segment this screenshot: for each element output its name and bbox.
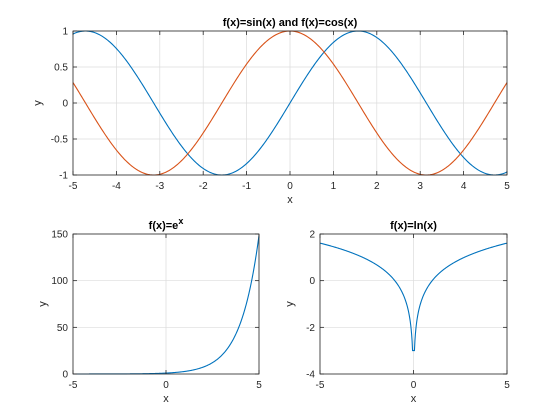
y-tick-label: 0.5 (54, 63, 68, 74)
y-axis-label: y (32, 100, 44, 106)
x-tick-label: -2 (199, 181, 208, 192)
x-tick-label: 5 (256, 380, 262, 391)
y-tick-label: 1 (62, 27, 68, 38)
x-tick-label: -5 (69, 380, 78, 391)
x-tick-label: -1 (242, 181, 251, 192)
y-tick-label: 0 (62, 99, 68, 110)
subplot-3: -5 0 5 -4 -2 0 2 x y f(x)=ln(x) (284, 220, 510, 405)
y-tick-label: 0 (309, 276, 315, 287)
x-tick-label: -3 (155, 181, 164, 192)
series-line-sinx (72, 30, 508, 176)
y-tick-label: 0 (62, 370, 68, 381)
x-tick-label: -5 (69, 181, 78, 192)
series-line-lnx (319, 242, 508, 352)
subplot-1: -5 -4 -3 -2 -1 0 1 2 3 4 5 -1 -0.5 0 0.5 1 x y f(x)=sin(x)… (32, 17, 510, 206)
y-tick-label: -4 (306, 370, 315, 381)
x-tick-label: 1 (331, 181, 337, 192)
x-tick-label: 5 (504, 181, 510, 192)
x-tick-label: 0 (411, 380, 417, 391)
x-tick-label: -5 (316, 380, 325, 391)
x-axis-label: x (163, 393, 169, 405)
x-tick-label: 2 (374, 181, 380, 192)
y-tick-label: -2 (306, 323, 315, 334)
x-tick-label: 5 (504, 380, 510, 391)
y-tick-label: -1 (59, 171, 68, 182)
chart-title: f(x)=ex (149, 216, 184, 232)
y-axis-label: y (284, 301, 296, 307)
x-tick-label: 3 (417, 181, 423, 192)
x-tick-label: 0 (287, 181, 293, 192)
x-tick-label: 0 (163, 380, 169, 391)
y-tick-label: 100 (51, 276, 68, 287)
x-tick-label: -4 (112, 181, 121, 192)
x-axis-label: x (411, 393, 417, 405)
y-tick-label: 50 (57, 323, 69, 334)
x-tick-label: 4 (461, 181, 467, 192)
y-axis-label: y (37, 301, 49, 307)
chart-title: f(x)=ln(x) (390, 220, 437, 232)
x-axis-label: x (287, 194, 293, 206)
y-tick-label: -0.5 (51, 135, 69, 146)
y-tick-label: 150 (51, 230, 68, 241)
y-tick-label: 2 (309, 230, 315, 241)
chart-title: f(x)=sin(x) and f(x)=cos(x) (223, 17, 358, 29)
